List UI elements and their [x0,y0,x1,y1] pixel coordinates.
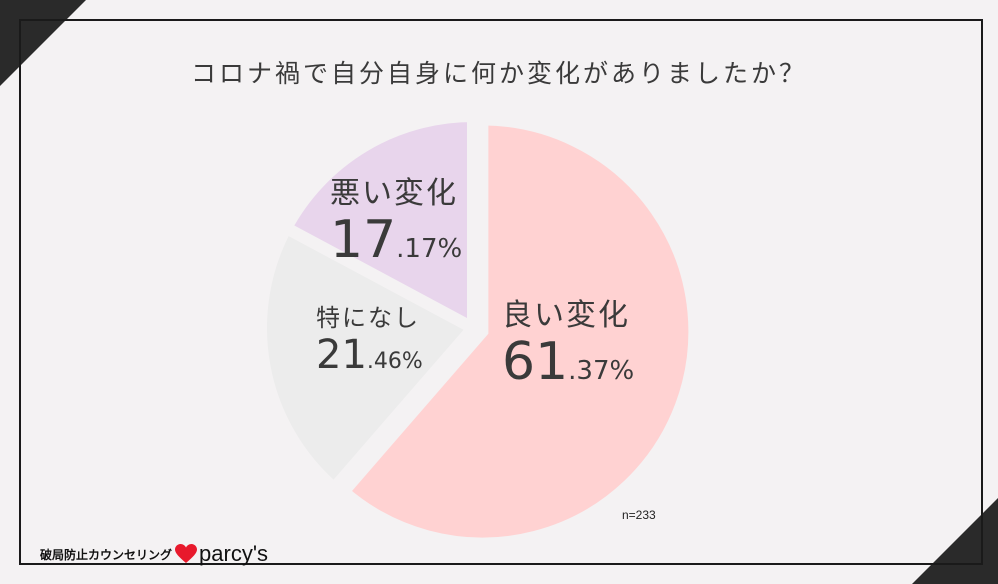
slice-name: 悪い変化 [330,176,458,211]
brand-footer: 破局防止カウンセリング parcy's [40,541,268,567]
percent-decimal: .17% [396,234,463,264]
slice-percent: 21.46% [316,335,423,375]
slice-percent: 17.17% [330,214,462,266]
brand-logo: parcy's [199,541,269,566]
percent-integer: 17 [330,210,397,270]
sample-size: n=233 [622,508,656,522]
percent-integer: 21 [316,332,367,378]
pie-slice-bad-change [278,109,479,339]
pie-slice-good-change [335,113,701,550]
pie-slice-no-change [255,219,483,497]
slice-percent: 61.37% [502,336,634,388]
corner-decoration-bottom-right [912,498,998,584]
percent-decimal: .46% [366,349,423,374]
chart-title: コロナ禍で自分自身に何か変化がありましたか？ [190,59,807,88]
slice-label-good-change: 良い変化 61.37% [502,290,634,388]
pie-chart [255,109,701,550]
percent-decimal: .37% [568,356,635,386]
heart-icon [175,544,198,563]
slice-name: 良い変化 [502,298,630,333]
slice-label-no-change: 特になし 21.46% [316,298,423,375]
chart-frame [19,19,983,565]
slice-label-bad-change: 悪い変化 17.17% [330,168,462,266]
brand-company-name: 破局防止カウンセリング [40,547,173,562]
percent-integer: 61 [502,332,569,392]
slice-name: 特になし [316,304,420,332]
corner-decoration-top-left [0,0,86,86]
